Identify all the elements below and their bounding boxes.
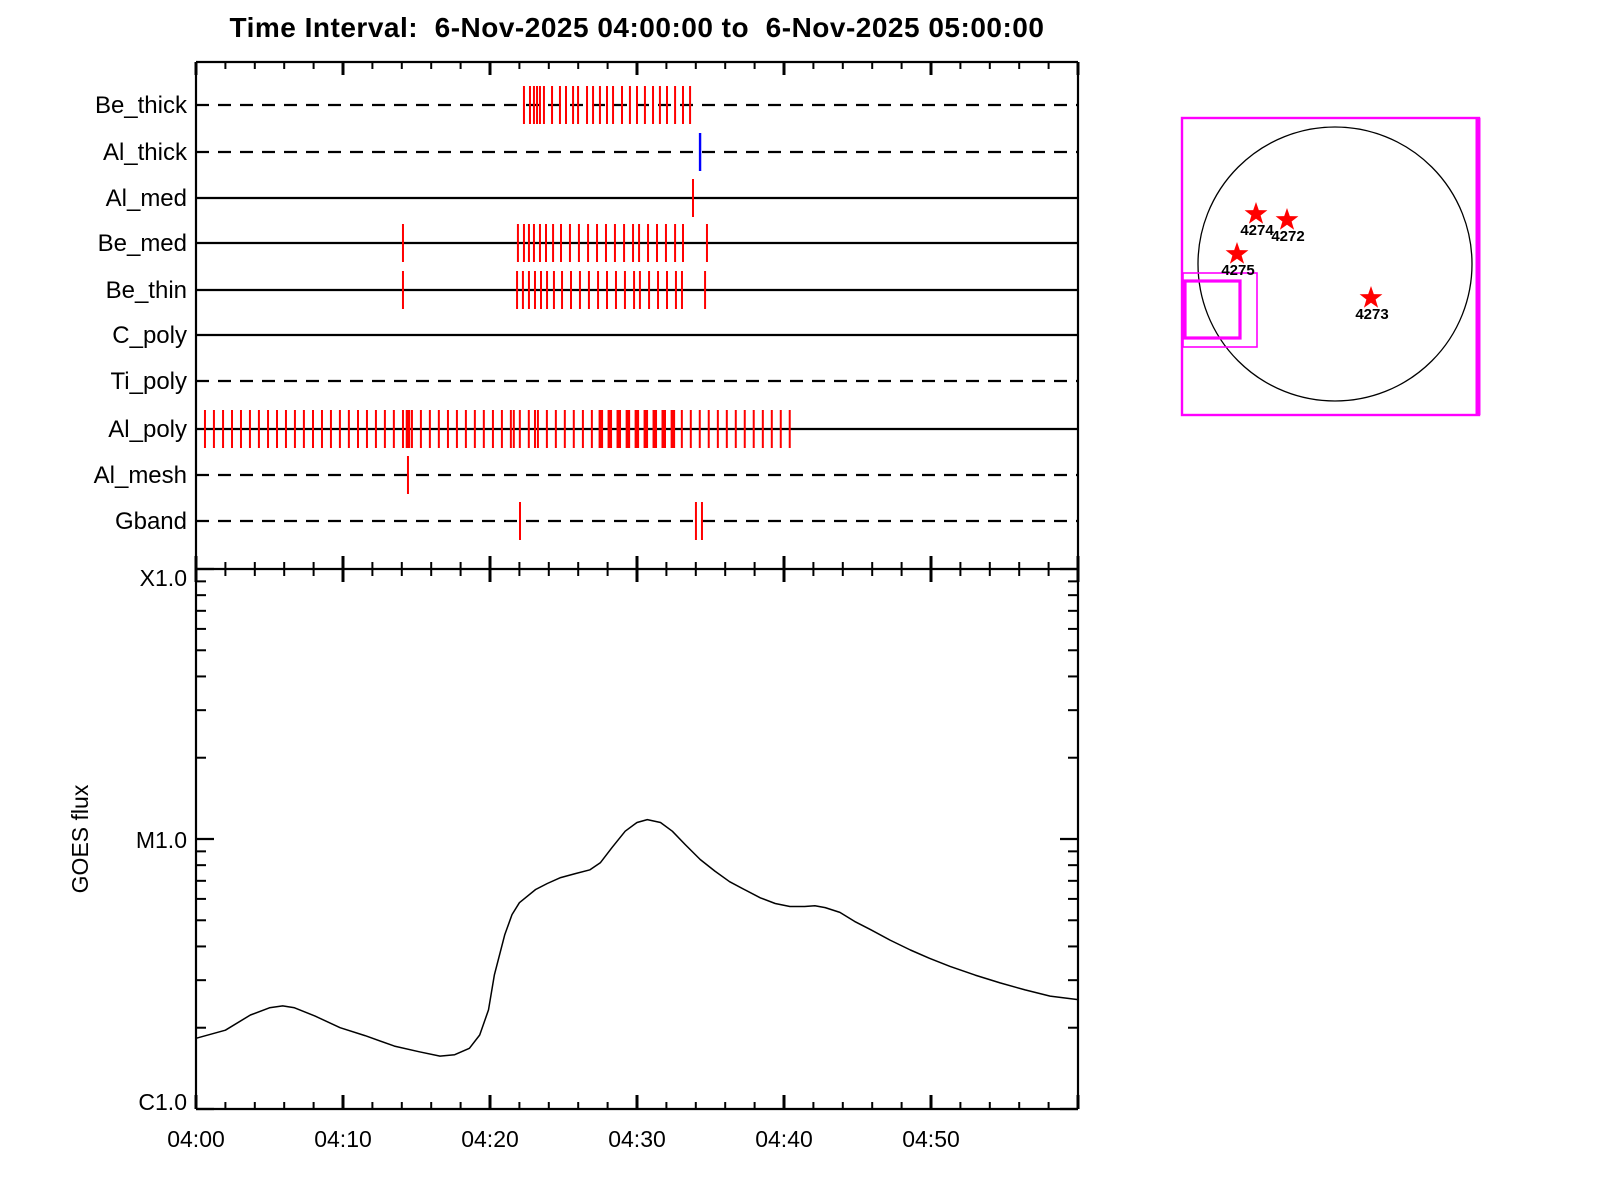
filter-row-label-Be_med: Be_med <box>98 230 187 257</box>
timeline-panel: Be_thick Al_thick Al_med Be_med Be_thin C_pol… <box>94 60 1080 582</box>
x-tick-label: 04:10 <box>314 1126 372 1152</box>
y-tick-label: C1.0 <box>138 1089 187 1115</box>
figure-title: Time Interval: 6-Nov-2025 04:00:00 to 6-… <box>229 12 1045 43</box>
y-tick-label: X1.0 <box>140 565 187 591</box>
active-region-label: 4273 <box>1355 306 1388 323</box>
filter-row-label-Ti_poly: Ti_poly <box>111 368 187 395</box>
filter-row-label-Be_thick: Be_thick <box>95 92 188 119</box>
active-region-star <box>1225 242 1249 264</box>
filter-row-label-Al_poly: Al_poly <box>108 416 187 443</box>
active-region-label: 4274 <box>1240 222 1274 239</box>
active-region-label: 4272 <box>1271 228 1304 245</box>
goes-flux-curve <box>195 818 1079 1057</box>
filter-row-label-Gband: Gband <box>115 508 187 535</box>
xrt-fov-box-thin <box>1182 272 1258 348</box>
x-tick-label: 04:00 <box>167 1126 225 1152</box>
solar-limb-circle <box>1197 126 1473 402</box>
filter-row-label-Al_thick: Al_thick <box>103 139 188 166</box>
goes-y-axis-title: GOES flux <box>67 784 93 893</box>
x-tick-label: 04:20 <box>461 1126 519 1152</box>
active-region-star <box>1359 286 1383 308</box>
active-region-star <box>1244 202 1268 224</box>
xrt-fov-box-thick <box>1183 279 1242 340</box>
x-tick-label: 04:30 <box>608 1126 666 1152</box>
active-region-label: 4275 <box>1221 262 1254 279</box>
filter-row-label-Al_mesh: Al_mesh <box>94 462 187 489</box>
filter-row-label-Al_med: Al_med <box>106 185 187 212</box>
x-tick-label: 04:50 <box>902 1126 960 1152</box>
y-tick-label: M1.0 <box>136 827 187 853</box>
active-region-star <box>1275 208 1299 230</box>
goes-flux-panel: 04:00 04:10 04:20 04:30 04:40 04:50 X1.0 M1.0 C1… <box>67 565 1080 1152</box>
filter-row-label-C_poly: C_poly <box>112 322 187 349</box>
x-tick-label: 04:40 <box>755 1126 813 1152</box>
filter-row-label-Be_thin: Be_thin <box>106 277 187 304</box>
